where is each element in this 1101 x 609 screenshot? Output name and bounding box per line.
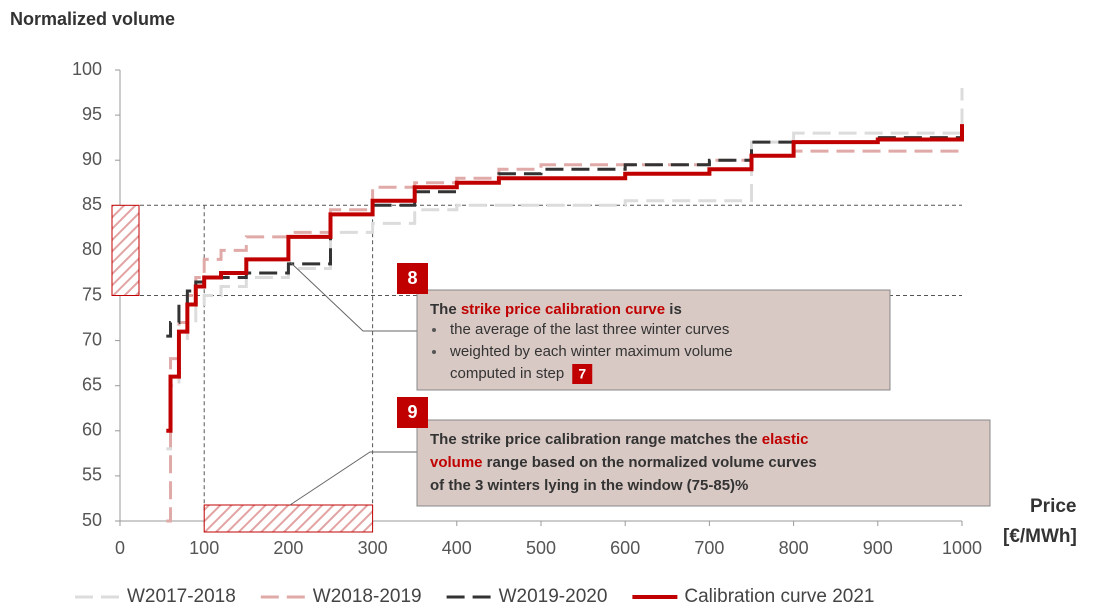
legend-label: W2017-2018 — [127, 586, 236, 607]
y-tick-label: 70 — [82, 329, 102, 349]
connector — [289, 451, 417, 506]
x-tick-label: 600 — [610, 538, 640, 558]
x-tick-label: 1000 — [942, 538, 982, 558]
annotation-run: is — [665, 301, 682, 318]
x-tick-label: 800 — [779, 538, 809, 558]
bullet — [432, 350, 436, 354]
x-tick-label: 0 — [115, 538, 125, 558]
badge-text: 9 — [407, 402, 417, 422]
annotation-run: strike price calibration curve — [461, 301, 665, 318]
x-tick-label: 700 — [694, 538, 724, 558]
y-tick-label: 85 — [82, 194, 102, 214]
annotation-text: of the 3 winters lying in the window (75… — [430, 477, 748, 494]
y-tick-label: 50 — [82, 510, 102, 530]
y-axis-label: Normalized volume — [10, 9, 175, 29]
y-range-band — [111, 204, 140, 296]
step-badge — [572, 364, 593, 384]
x-tick-label: 300 — [358, 538, 388, 558]
bullet — [432, 328, 436, 332]
step-badge-text: 7 — [578, 366, 586, 382]
annotation-box — [416, 419, 991, 507]
bullet-text: computed in step — [450, 365, 564, 382]
annotation-run: elastic — [762, 431, 809, 448]
annotation-run: The — [430, 301, 461, 318]
legend-label: W2018-2019 — [313, 586, 422, 607]
badge-text: 8 — [407, 268, 417, 288]
y-tick-label: 80 — [82, 239, 102, 259]
annotation-run: of the 3 winters lying in the window (75… — [430, 477, 748, 494]
legend-label: Calibration curve 2021 — [684, 586, 874, 607]
x-range-band — [203, 504, 374, 533]
bullet-text: weighted by each winter maximum volume — [449, 343, 733, 360]
x-tick-label: 200 — [273, 538, 303, 558]
x-axis-label: [€/MWh] — [1003, 526, 1077, 547]
y-tick-label: 55 — [82, 465, 102, 485]
x-axis-label: Price — [1030, 496, 1076, 517]
connector — [289, 261, 417, 332]
series-line — [166, 124, 964, 433]
legend-label: W2019-2020 — [499, 586, 608, 607]
y-tick-label: 60 — [82, 420, 102, 440]
annotation-box — [416, 289, 891, 391]
x-tick-label: 500 — [526, 538, 556, 558]
y-tick-label: 65 — [82, 374, 102, 394]
y-tick-label: 90 — [82, 149, 102, 169]
annotation-run: volume — [430, 454, 483, 471]
x-tick-label: 100 — [189, 538, 219, 558]
annotation-run: range based on the normalized volume cur… — [483, 454, 817, 471]
annotation-text: The strike price calibration curve is — [430, 301, 682, 318]
y-tick-label: 75 — [82, 284, 102, 304]
y-tick-label: 100 — [72, 59, 102, 79]
badge — [397, 397, 428, 428]
annotation-text: The strike price calibration range match… — [430, 431, 808, 448]
series-line — [166, 136, 962, 338]
annotation-text: volume range based on the normalized vol… — [430, 454, 817, 471]
badge — [397, 263, 428, 294]
annotation-run: The strike price calibration range match… — [430, 431, 762, 448]
bullet-text: the average of the last three winter cur… — [450, 321, 729, 338]
y-tick-label: 95 — [82, 104, 102, 124]
x-tick-label: 400 — [442, 538, 472, 558]
x-tick-label: 900 — [863, 538, 893, 558]
